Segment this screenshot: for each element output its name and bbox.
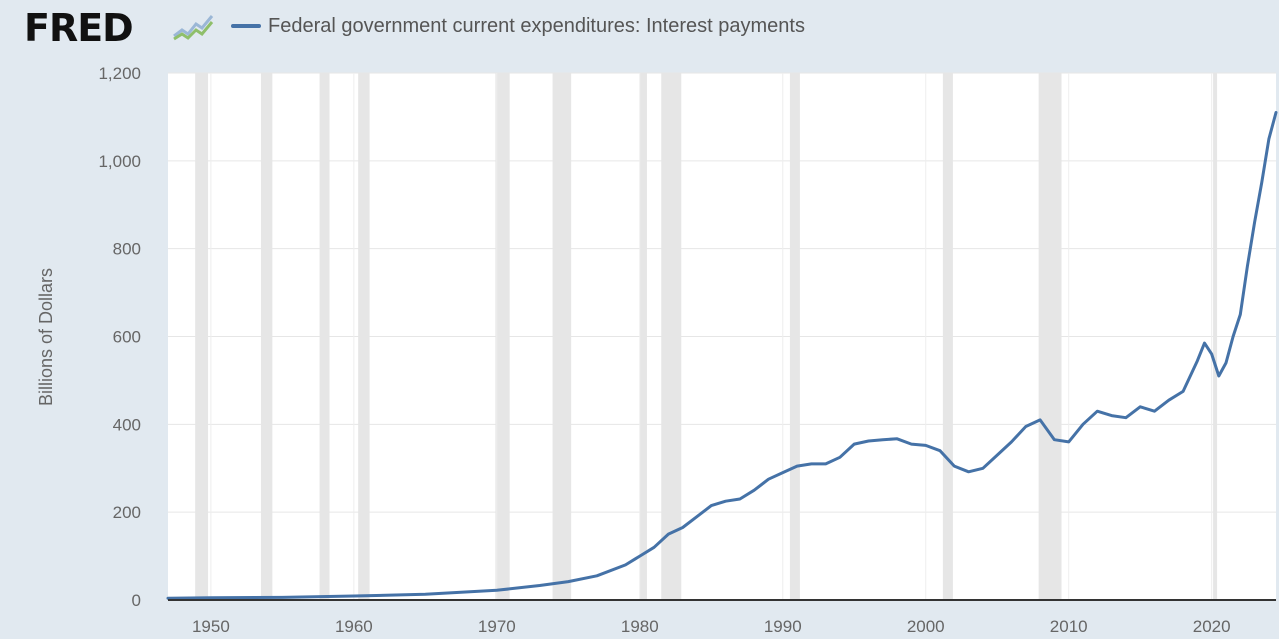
fred-logo[interactable]: FRED: [24, 6, 134, 50]
x-tick-label: 1990: [764, 617, 802, 636]
x-tick-label: 1960: [335, 617, 373, 636]
y-tick-label: 600: [113, 328, 141, 347]
x-tick-label: 1970: [478, 617, 516, 636]
x-tick-label: 1980: [621, 617, 659, 636]
y-tick-label: 1,200: [98, 64, 141, 83]
x-tick-label: 2020: [1193, 617, 1231, 636]
graph-icon: [173, 13, 215, 41]
y-tick-label: 0: [132, 591, 141, 610]
x-tick-label: 2010: [1050, 617, 1088, 636]
x-axis: 1950 1960 1970 1980 1990 2000 2010 2020: [192, 617, 1231, 636]
y-tick-label: 200: [113, 503, 141, 522]
x-tick-label: 2000: [907, 617, 945, 636]
x-tick-label: 1950: [192, 617, 230, 636]
y-tick-label: 400: [113, 415, 141, 434]
series-line-interest-payments[interactable]: [166, 111, 1278, 600]
chart-header: FRED Federal government current expendit…: [0, 0, 1279, 60]
y-axis: 0 200 400 600 800 1,000 1,200: [98, 64, 141, 610]
y-tick-label: 800: [113, 240, 141, 259]
y-axis-title: Billions of Dollars: [36, 268, 56, 406]
legend-swatch: [231, 24, 261, 28]
legend-label: Federal government current expenditures:…: [268, 15, 805, 37]
y-tick-label: 1,000: [98, 152, 141, 171]
